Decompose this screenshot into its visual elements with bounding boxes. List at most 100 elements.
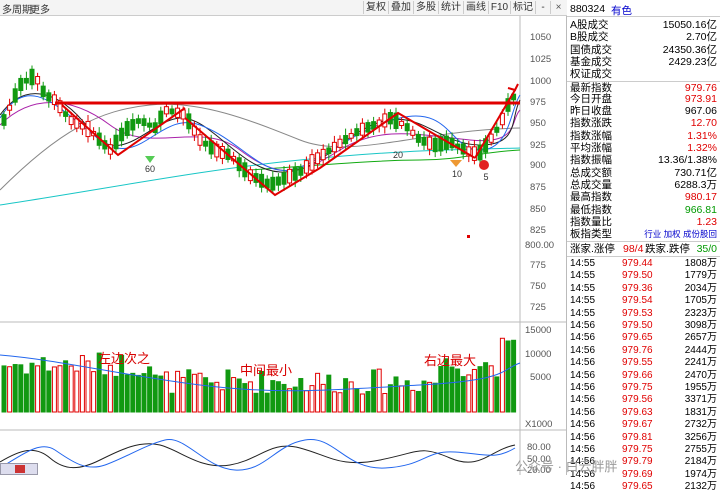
tick-time: 14:56 <box>570 394 596 406</box>
tick-volume: 3371万 <box>684 394 717 406</box>
quote-label: 指数量比 <box>570 215 612 228</box>
candle <box>326 147 332 155</box>
quote-row: 板指类型 行业 加权 成份股回 <box>567 228 720 240</box>
candle <box>337 138 343 148</box>
candle <box>158 110 164 125</box>
volume-bar <box>477 366 483 413</box>
tick-price: 979.44 <box>622 258 653 269</box>
annotation-middle: 中间最小 <box>240 363 293 378</box>
stats-button[interactable]: 统计 <box>438 1 463 14</box>
fuquan-button[interactable]: 复权 <box>363 1 388 14</box>
tick-row: 14:56 979.76 2444万 <box>567 345 720 357</box>
mark-button[interactable]: 标记 <box>510 1 535 14</box>
tick-row: 14:56 979.75 1955万 <box>567 382 720 394</box>
close-icon[interactable]: × <box>550 1 566 14</box>
candle <box>141 118 147 127</box>
tick-time: 14:55 <box>570 307 596 319</box>
low-marker-icon-3 <box>479 160 489 170</box>
volume-bar <box>203 377 209 413</box>
draw-line-button[interactable]: 画线 <box>463 1 488 14</box>
volume-tick: 15000 <box>525 325 552 336</box>
volume-bar <box>393 376 399 413</box>
close-panel-icon[interactable] <box>15 465 25 473</box>
price-tick: 925 <box>530 140 546 151</box>
volume-bar <box>287 388 293 413</box>
volume-bar <box>158 375 164 413</box>
tick-row: 14:56 979.65 2132万 <box>567 481 720 493</box>
tick-time: 14:55 <box>570 258 596 269</box>
volume-bar <box>12 364 18 413</box>
candle <box>287 168 293 184</box>
volume-bar <box>399 385 405 413</box>
candle <box>124 121 130 137</box>
volume-bar <box>130 372 136 413</box>
candle <box>169 108 175 115</box>
tick-volume: 2732万 <box>684 419 717 431</box>
tick-price: 979.50 <box>622 320 653 331</box>
ma-black-line <box>0 93 521 173</box>
more-button[interactable]: 更多 <box>30 5 50 16</box>
volume-bar <box>471 368 477 413</box>
tick-volume: 1955万 <box>684 382 717 393</box>
period-selector[interactable]: 多周期 <box>2 5 32 16</box>
quote-value: 966.81 <box>684 203 717 216</box>
f10-button[interactable]: F10 <box>488 1 510 14</box>
right-rise-line <box>474 89 516 159</box>
tick-price: 979.65 <box>622 332 653 344</box>
tick-row: 14:56 979.63 1831万 <box>567 407 720 419</box>
quote-value: 行业 加权 成份股回 <box>644 229 717 240</box>
quote-value: 1.31% <box>687 129 717 142</box>
quote-panel: 880324 有色 A股成交 15050.16亿 B股成交 2.70亿 国债成交 2435… <box>567 0 720 492</box>
tick-volume: 1705万 <box>684 295 717 307</box>
volume-bar <box>387 384 393 413</box>
candle <box>68 116 74 126</box>
volume-bar <box>51 366 57 413</box>
osc-blue-line <box>0 439 516 471</box>
candle <box>147 122 153 128</box>
volume-bar <box>494 376 500 413</box>
tick-price: 979.63 <box>622 406 653 418</box>
candle <box>203 140 209 147</box>
candle <box>135 118 141 124</box>
price-tick: 1025 <box>530 54 552 65</box>
osc-tick: 20.00 <box>527 465 551 476</box>
candle <box>281 172 287 185</box>
chart-toolbar: 多周期 更多 复权 叠加 多股 统计 画线 F10 标记 - × <box>0 0 567 16</box>
volume-bar <box>270 380 276 413</box>
price-tick: 1050 <box>530 32 552 43</box>
volume-bar <box>348 381 354 413</box>
quote-label: 最低指数 <box>570 203 612 216</box>
volume-bar <box>460 376 466 413</box>
volume-bar <box>455 368 461 413</box>
volume-bar <box>35 365 41 413</box>
volume-bar <box>141 373 147 413</box>
candle <box>29 68 35 86</box>
panel-tab[interactable] <box>0 463 38 475</box>
tick-price: 979.56 <box>622 394 653 406</box>
tick-time: 14:56 <box>570 382 596 393</box>
volume-bar <box>135 374 141 413</box>
price-tick: 975 <box>530 97 546 108</box>
quote-value: 15050.16亿 <box>662 19 717 31</box>
volume-bar <box>91 371 97 413</box>
volume-bar <box>449 366 455 413</box>
minus-button[interactable]: - <box>535 1 550 14</box>
candle <box>303 160 309 174</box>
quote-row: 指数量比 1.23 <box>567 216 720 228</box>
tick-time: 14:56 <box>570 481 596 493</box>
tick-time: 14:55 <box>570 282 596 294</box>
tick-row: 14:56 979.67 2732万 <box>567 419 720 431</box>
tick-volume: 1831万 <box>684 406 717 418</box>
tick-price: 979.67 <box>622 419 653 431</box>
tick-row: 14:55 979.50 1779万 <box>567 270 720 282</box>
tick-row: 14:55 979.36 2034万 <box>567 283 720 295</box>
multi-stock-button[interactable]: 多股 <box>413 1 438 14</box>
candle <box>494 126 500 133</box>
quote-row: A股成交 15050.16亿 <box>567 19 720 31</box>
candle <box>359 122 365 136</box>
quote-value: 12.70 <box>690 117 717 130</box>
overlay-button[interactable]: 叠加 <box>388 1 413 14</box>
candle <box>421 136 427 146</box>
head-lines <box>184 111 476 197</box>
quote-label: 昨日收盘 <box>570 105 612 118</box>
